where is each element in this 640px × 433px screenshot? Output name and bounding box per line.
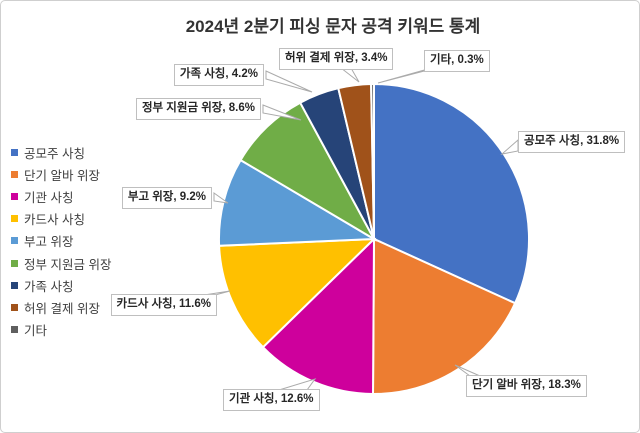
- legend-item-0: 공모주 사칭: [11, 141, 111, 163]
- legend-label: 기타: [24, 324, 48, 339]
- legend-item-3: 카드사 사칭: [11, 208, 111, 230]
- callout-label-6: 가족 사칭, 4.2%: [173, 64, 264, 87]
- legend-item-4: 부고 위장: [11, 230, 111, 252]
- callout-label-8: 기타, 0.3%: [424, 50, 490, 73]
- legend-swatch-icon: [11, 326, 18, 334]
- legend-label: 단기 알바 위장: [24, 168, 100, 183]
- callout-label-0: 공모주 사칭, 31.8%: [518, 131, 626, 154]
- legend-label: 카드사 사칭: [24, 213, 85, 228]
- legend-label: 공모주 사칭: [24, 146, 85, 161]
- legend-swatch-icon: [11, 192, 18, 200]
- legend-label: 가족 사칭: [24, 279, 74, 294]
- legend-item-7: 허위 결제 위장: [11, 296, 111, 318]
- legend-item-6: 가족 사칭: [11, 274, 111, 296]
- legend-swatch-icon: [11, 148, 18, 156]
- legend-label: 허위 결제 위장: [24, 301, 100, 316]
- pie-slice-8: [370, 82, 375, 240]
- leader-line-0: [500, 138, 519, 155]
- leader-line-6: [265, 70, 313, 93]
- pie-slice-3: [218, 237, 377, 349]
- legend-item-1: 단기 알바 위장: [11, 163, 111, 185]
- legend-swatch-icon: [11, 303, 18, 311]
- callout-label-5: 정부 지원금 위장, 8.6%: [135, 98, 261, 121]
- legend-swatch-icon: [11, 259, 18, 267]
- pie-slice-5: [239, 101, 377, 242]
- callout-label-1: 단기 알바 위장, 18.3%: [466, 375, 587, 398]
- legend-item-5: 정부 지원금 위장: [11, 252, 111, 274]
- legend-swatch-icon: [11, 170, 18, 178]
- pie-slice-1: [371, 237, 517, 396]
- legend-label: 기관 사칭: [24, 190, 74, 205]
- leader-line-5: [262, 104, 302, 121]
- legend-swatch-icon: [11, 281, 18, 289]
- leader-line-4: [213, 192, 229, 204]
- callout-label-4: 부고 위장, 9.2%: [121, 187, 212, 210]
- chart-title: 2024년 2분기 피싱 문자 공격 키워드 통계: [185, 17, 481, 36]
- legend-swatch-icon: [11, 237, 18, 245]
- callout-label-2: 기관 사칭, 12.6%: [223, 389, 320, 412]
- legend-item-2: 기관 사칭: [11, 185, 111, 207]
- callout-label-3: 카드사 사칭, 11.6%: [110, 294, 217, 317]
- legend-swatch-icon: [11, 215, 18, 223]
- pie-slice-0: [373, 82, 530, 305]
- legend-label: 부고 위장: [24, 235, 74, 250]
- legend-item-8: 기타: [11, 319, 111, 341]
- callout-label-7: 허위 결제 위장, 3.4%: [279, 48, 394, 71]
- legend-label: 정부 지원금 위장: [24, 257, 112, 272]
